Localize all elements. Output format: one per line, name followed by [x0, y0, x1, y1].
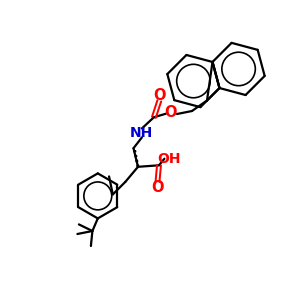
Text: O: O: [153, 88, 166, 103]
Text: O: O: [164, 105, 177, 120]
Text: NH: NH: [130, 126, 153, 140]
Text: OH: OH: [157, 152, 180, 166]
Text: O: O: [151, 180, 164, 195]
